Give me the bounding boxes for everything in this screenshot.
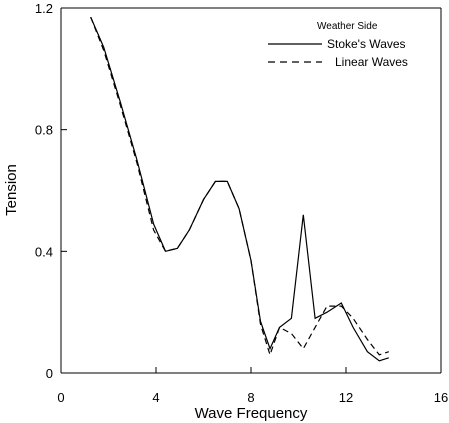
- y-tick-label: 0.4: [35, 244, 53, 259]
- x-tick-label: 0: [57, 390, 64, 405]
- x-axis-ticks: 0 4 8 12 16: [57, 367, 448, 405]
- series-lines: [90, 16, 389, 362]
- y-axis-title: Tension: [3, 164, 20, 216]
- legend: Weather Side Stoke's Waves Linear Waves: [268, 21, 408, 69]
- legend-title: Weather Side: [317, 21, 378, 32]
- legend-label-linear: Linear Waves: [335, 55, 408, 69]
- x-axis-title: Wave Frequency: [195, 405, 308, 422]
- x-tick-label: 16: [434, 390, 448, 405]
- y-axis-ticks: 0 0.4 0.8 1.2: [35, 1, 67, 381]
- x-tick-label: 12: [339, 390, 353, 405]
- x-tick-label: 4: [152, 390, 159, 405]
- y-tick-label: 0.8: [35, 123, 53, 138]
- y-tick-label: 0: [46, 366, 53, 381]
- series-line-linear-waves: [90, 16, 389, 357]
- x-tick-label: 8: [247, 390, 254, 405]
- plot-area: [60, 7, 442, 374]
- legend-label-stokes: Stoke's Waves: [327, 37, 406, 51]
- y-tick-label: 1.2: [35, 1, 53, 16]
